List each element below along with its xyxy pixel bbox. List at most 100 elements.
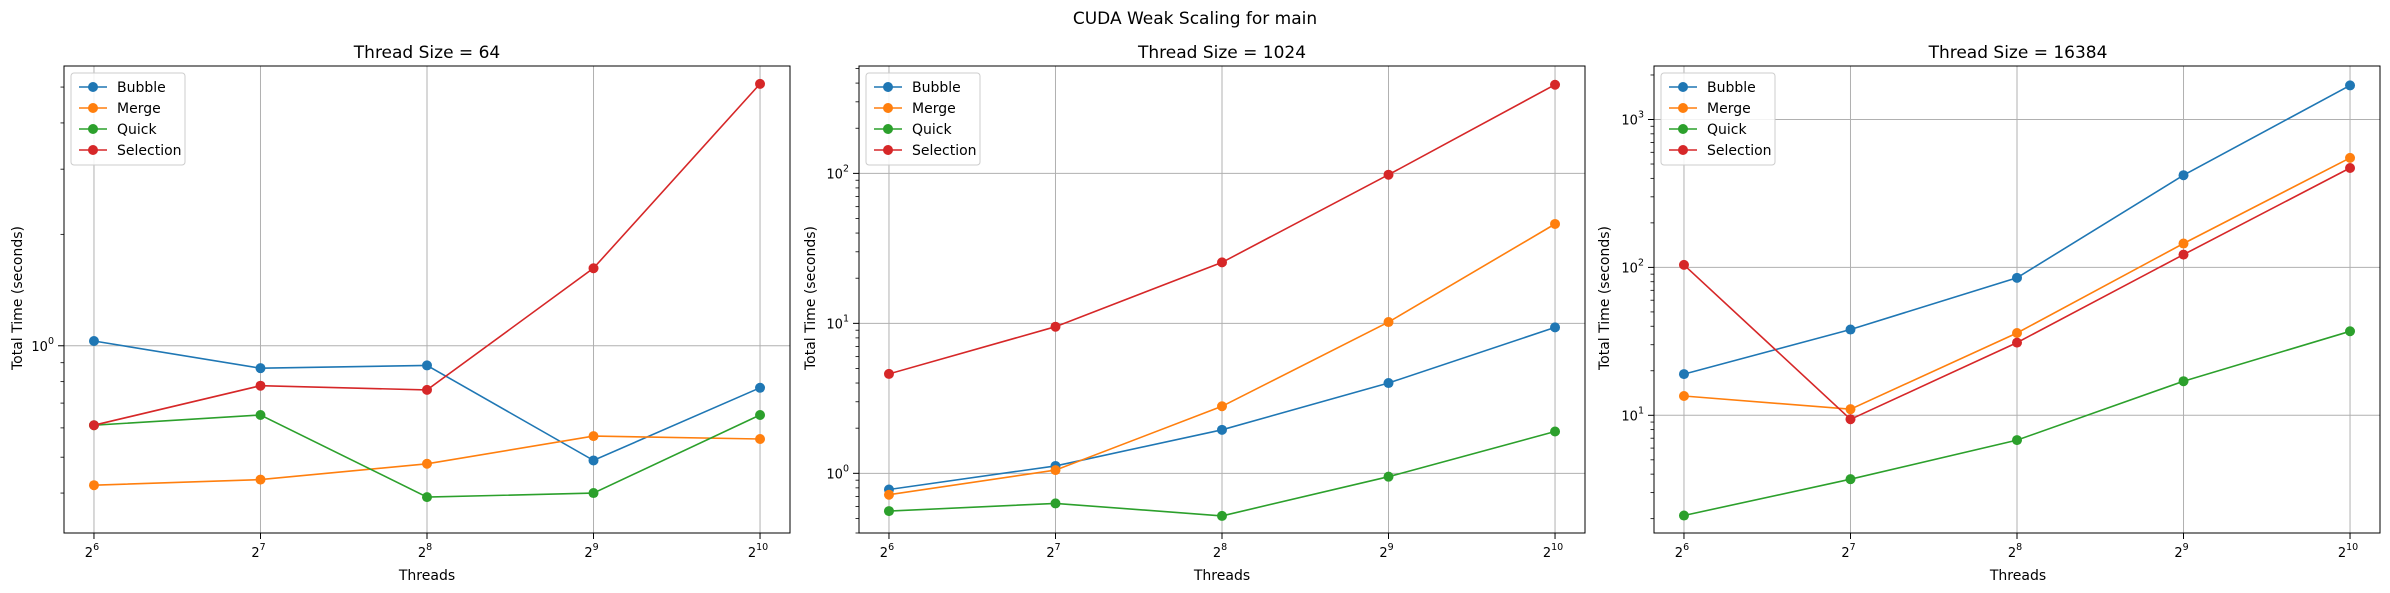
data-point-selection: [2178, 249, 2189, 260]
x-tick-label: 28: [1213, 542, 1227, 561]
legend-marker: [1678, 82, 1688, 92]
data-point-bubble: [2345, 80, 2356, 91]
subplot-title: Thread Size = 64: [353, 43, 500, 63]
data-point-bubble: [1678, 369, 1689, 380]
data-point-selection: [88, 420, 99, 431]
axes-frame: [1653, 65, 2381, 534]
x-tick-label: 210: [748, 542, 768, 561]
y-tick-label: 102: [826, 163, 849, 182]
legend-box: [865, 72, 981, 166]
legend-label: Quick: [117, 122, 157, 138]
data-point-quick: [1845, 474, 1856, 485]
legend-label: Selection: [912, 143, 977, 159]
legend-label: Bubble: [117, 80, 166, 96]
data-point-selection: [2345, 162, 2356, 173]
y-tick-label: 100: [31, 336, 54, 355]
x-axis-label: Threads: [1193, 568, 1250, 584]
data-point-selection: [255, 380, 266, 391]
x-tick-label: 26: [880, 542, 894, 561]
legend-marker: [883, 124, 893, 134]
data-point-bubble: [1383, 378, 1394, 389]
x-tick-label: 28: [418, 542, 432, 561]
legend-label: Bubble: [912, 80, 961, 96]
subplot-2: Thread Size = 1024 Threads Total Time (s…: [803, 43, 1586, 584]
legend-label: Merge: [912, 101, 956, 117]
data-point-selection: [1678, 259, 1689, 270]
legend-marker: [1678, 124, 1688, 134]
data-point-quick: [2012, 435, 2022, 446]
x-axis-label: Threads: [398, 568, 455, 584]
data-point-bubble: [588, 455, 599, 466]
subplot-title: Thread Size = 16384: [1928, 43, 2108, 63]
x-tick-label: 29: [2174, 542, 2188, 561]
data-point-selection: [755, 78, 766, 89]
plot-area: 100 101 102 26 27 28 29 210 Bubble Merge Quick Sele…: [826, 65, 1586, 561]
plot-area: 101 102 103 26 27 28 29 210 Bubble Merge Quick Sele…: [1621, 65, 2381, 561]
data-point-bubble: [2178, 170, 2189, 181]
legend-label: Quick: [912, 122, 952, 138]
data-point-quick: [755, 410, 766, 421]
data-point-selection: [1550, 79, 1561, 90]
data-point-selection: [883, 368, 894, 379]
y-tick-label: 102: [1621, 257, 1644, 276]
legend: Bubble Merge Quick Selection: [1660, 72, 1776, 166]
data-point-selection: [1845, 414, 1856, 425]
data-point-merge: [1383, 317, 1394, 328]
data-point-merge: [1845, 404, 1856, 415]
data-point-quick: [2345, 326, 2356, 337]
data-point-bubble: [88, 336, 99, 347]
data-point-quick: [422, 492, 432, 503]
legend-marker: [88, 82, 98, 92]
legend-box: [70, 72, 186, 166]
legend-marker: [88, 145, 98, 155]
axes-frame: [63, 65, 791, 534]
data-point-merge: [2345, 152, 2356, 163]
y-axis-label: Total Time (seconds): [1597, 226, 1613, 371]
data-point-merge: [422, 458, 432, 469]
data-point-selection: [422, 384, 432, 395]
data-point-bubble: [1217, 424, 1227, 435]
data-point-quick: [1550, 426, 1561, 437]
y-tick-label: 103: [1621, 109, 1644, 128]
data-point-merge: [755, 433, 766, 444]
data-point-bubble: [422, 360, 432, 371]
data-point-bubble: [1845, 324, 1856, 335]
data-point-quick: [883, 506, 894, 517]
legend-marker: [883, 103, 893, 113]
data-point-bubble: [755, 382, 766, 393]
legend-label: Quick: [1707, 122, 1747, 138]
y-tick-label: 101: [1621, 405, 1644, 424]
data-point-merge: [88, 480, 99, 491]
y-axis-label: Total Time (seconds): [803, 226, 819, 371]
y-axis-label: Total Time (seconds): [10, 226, 26, 371]
figure-title: CUDA Weak Scaling for main: [1073, 9, 1317, 29]
data-point-selection: [1383, 169, 1394, 180]
data-point-bubble: [1550, 322, 1561, 333]
data-point-selection: [1217, 257, 1227, 268]
data-point-quick: [2178, 376, 2189, 387]
subplot-1: Thread Size = 64 Threads Total Time (sec…: [10, 43, 791, 584]
data-point-merge: [2012, 328, 2022, 339]
legend-marker: [883, 82, 893, 92]
data-point-quick: [588, 488, 599, 499]
data-point-merge: [588, 431, 599, 442]
subplot-title: Thread Size = 1024: [1137, 43, 1306, 63]
legend: Bubble Merge Quick Selection: [865, 72, 981, 166]
x-axis-label: Threads: [1989, 568, 2046, 584]
x-tick-label: 26: [85, 542, 99, 561]
data-point-merge: [1678, 391, 1689, 402]
legend-marker: [1678, 145, 1688, 155]
legend-label: Selection: [117, 143, 182, 159]
data-point-merge: [255, 474, 266, 485]
data-point-selection: [1050, 321, 1061, 332]
x-tick-label: 26: [1675, 542, 1689, 561]
data-point-quick: [1383, 471, 1394, 482]
data-point-merge: [1050, 465, 1061, 476]
x-tick-label: 210: [1543, 542, 1563, 561]
legend-marker: [88, 103, 98, 113]
data-point-selection: [2012, 337, 2022, 348]
legend-marker: [88, 124, 98, 134]
legend-label: Merge: [117, 101, 161, 117]
legend-marker: [1678, 103, 1688, 113]
